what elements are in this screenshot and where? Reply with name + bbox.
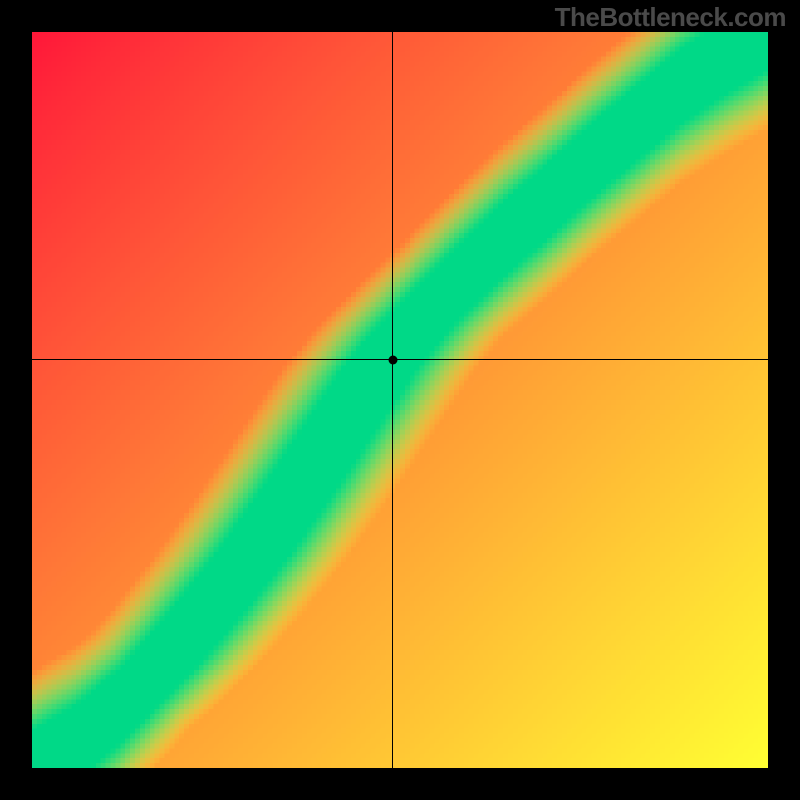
watermark-text: TheBottleneck.com <box>555 2 786 33</box>
intersection-point <box>388 355 397 364</box>
crosshair-horizontal <box>32 359 768 360</box>
heatmap-canvas <box>32 32 768 768</box>
heatmap-frame <box>32 32 768 768</box>
crosshair-vertical <box>392 32 393 768</box>
chart-root: { "watermark": { "text": "TheBottleneck.… <box>0 0 800 800</box>
